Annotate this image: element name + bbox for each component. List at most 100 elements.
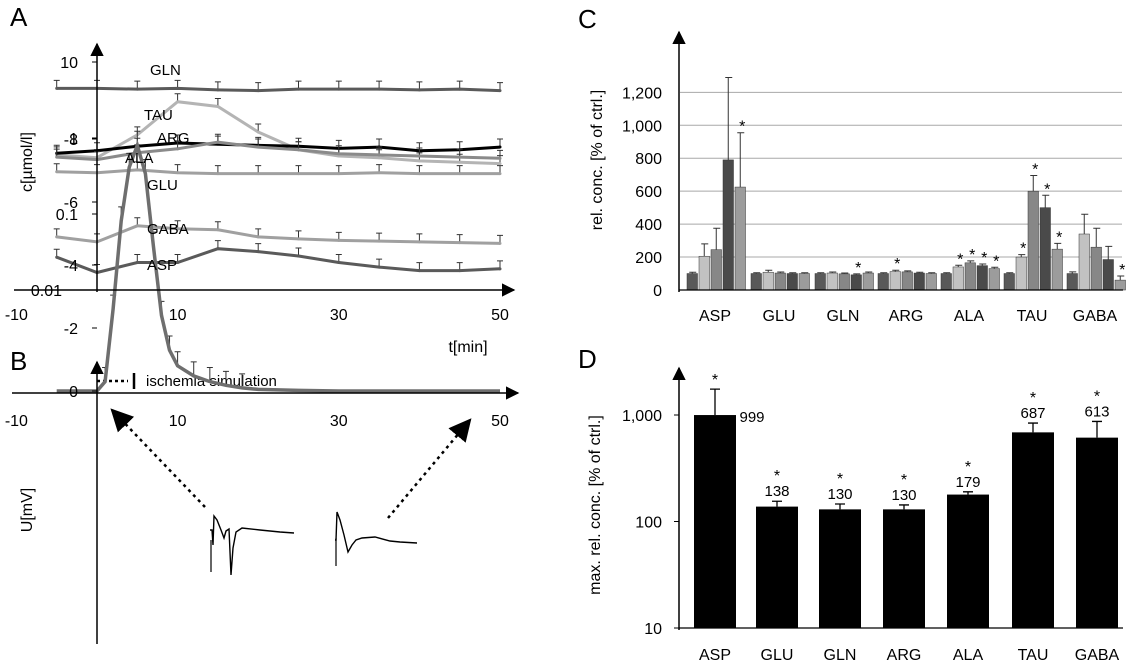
panel-c-bar — [964, 262, 976, 291]
panel-a-series-line-tau — [56, 100, 501, 166]
panel-a-point-ala — [498, 156, 502, 160]
panel-a-point-ala — [458, 155, 462, 159]
panel-d-bar — [694, 415, 736, 628]
panel-b-y-tick-label: -2 — [64, 321, 78, 338]
panel-c-significance-star: * — [1032, 162, 1038, 179]
panel-d-category-label: GLN — [824, 647, 857, 662]
panel-c-y-tick-label: 800 — [635, 151, 662, 168]
panel-d-category-label: ASP — [699, 647, 731, 662]
panel-a-point-gaba — [55, 235, 59, 239]
panel-a-point-tau — [176, 100, 180, 104]
panel-a-point-ala — [55, 155, 59, 159]
panel-a-point-gaba — [377, 239, 381, 243]
panel-a-point-glu — [377, 171, 381, 175]
panel-c-error-bar — [817, 272, 825, 274]
panel-a-point-asp — [216, 247, 220, 251]
panel-d-category-label: GABA — [1075, 647, 1120, 662]
panel-label-d: D — [578, 344, 597, 374]
panel-c-y-tick-label: 1,200 — [622, 85, 662, 102]
panel-a-point-asp — [135, 261, 139, 265]
panel-a-point-asp — [297, 254, 300, 258]
panel-d-significance-star: * — [1030, 390, 1036, 407]
panel-c-bar — [1015, 256, 1027, 291]
panel-a-point-gaba — [216, 228, 220, 232]
panel-d-data-label: 179 — [955, 474, 980, 491]
panel-d-data-label: 130 — [827, 486, 852, 503]
panel-d-y-tick-label: 1,000 — [622, 408, 662, 425]
panel-c-error-bar — [713, 227, 721, 250]
example-sweep-early — [210, 513, 295, 576]
panel-d-category-label: ARG — [887, 647, 922, 662]
panel-a-x-tick-label: 10 — [169, 307, 187, 324]
panel-d-error-bar — [899, 504, 909, 510]
panel-b-potential-trace — [56, 139, 500, 393]
panel-d-data-label: 999 — [739, 409, 764, 426]
panel-a-point-ala — [337, 152, 341, 156]
panel-c-error-bar — [865, 271, 873, 274]
panel-a-point-ala — [297, 148, 300, 152]
panel-d-data-label: 687 — [1020, 405, 1045, 422]
panel-a-point-asp — [337, 261, 341, 265]
panel-a-point-asp — [176, 261, 180, 265]
panel-a-point-gaba — [417, 240, 421, 244]
panel-a-point-asp — [256, 250, 260, 254]
panel-d-error-bar — [1028, 422, 1038, 433]
panel-c-bar — [913, 272, 925, 291]
panel-a-point-tau — [377, 156, 381, 160]
panel-c-error-bar — [789, 272, 797, 274]
panel-c-significance-star: * — [855, 260, 861, 277]
panel-d-significance-star: * — [965, 459, 971, 476]
panel-a-x-tick-label: 50 — [491, 307, 509, 324]
panel-a-point-gaba — [135, 224, 139, 228]
panel-label-b: B — [10, 346, 27, 376]
panel-d-data-label: 138 — [764, 483, 789, 500]
axes-layer — [12, 30, 1123, 644]
panel-b-y-tick-label: 0 — [69, 384, 78, 401]
panel-a-point-tau — [498, 162, 502, 166]
panel-c-bar — [826, 272, 838, 291]
panel-c-error-bar — [1081, 213, 1089, 235]
panel-b-y-axis-label: U[mV] — [19, 488, 36, 532]
panel-a-series-line-gaba — [56, 224, 501, 245]
panel-d-significance-star: * — [712, 372, 718, 389]
panel-c-error-bar — [1042, 194, 1050, 208]
panel-c-category-label: GABA — [1073, 308, 1118, 325]
panel-c-bar — [940, 273, 952, 291]
panel-c-y-axis-label: rel. conc. [% of ctrl.] — [589, 90, 606, 230]
panel-c-error-bar — [829, 271, 837, 274]
panel-c-error-bar — [753, 272, 761, 274]
panel-b-error-bar — [190, 361, 197, 376]
panel-c-bar — [1114, 279, 1126, 291]
panel-c-category-label: TAU — [1017, 308, 1048, 325]
panel-a-x-tick-label: -10 — [5, 307, 28, 324]
panel-c-category-label: GLN — [827, 308, 860, 325]
panel-c-significance-star: * — [1020, 241, 1026, 258]
panel-d-y-tick-label: 100 — [635, 515, 662, 532]
zoom-arrow-left — [110, 408, 206, 508]
example-sweep-late — [335, 511, 418, 554]
panel-a-point-tau — [417, 159, 421, 163]
panel-c-error-bar — [1093, 227, 1101, 248]
panel-c-bar — [750, 273, 762, 291]
panel-a-point-gln — [135, 87, 139, 91]
panel-c-bar — [774, 272, 786, 291]
panel-a-point-glu — [256, 172, 260, 176]
panel-b-error-bar — [239, 373, 246, 388]
panel-c-error-bar — [1006, 272, 1014, 274]
panel-b-y-tick-label: -6 — [64, 195, 78, 212]
panel-c-error-bar — [1030, 175, 1038, 192]
panel-b-x-tick-label: -10 — [5, 413, 28, 430]
panel-c-error-bar — [1018, 254, 1026, 258]
panel-a-point-gln — [498, 89, 502, 93]
panel-a-point-gaba — [458, 241, 462, 245]
panel-c-bar — [889, 271, 901, 291]
panel-c-bar — [901, 271, 913, 291]
panel-c-significance-star: * — [739, 119, 745, 136]
panel-a-point-gaba — [297, 237, 300, 241]
panel-a-y-tick-label: 1 — [69, 131, 78, 148]
panel-a-point-gaba — [176, 227, 180, 231]
panel-c-bar — [814, 273, 826, 291]
panel-c-bar — [1066, 273, 1078, 291]
panel-a-point-asp — [377, 265, 381, 269]
